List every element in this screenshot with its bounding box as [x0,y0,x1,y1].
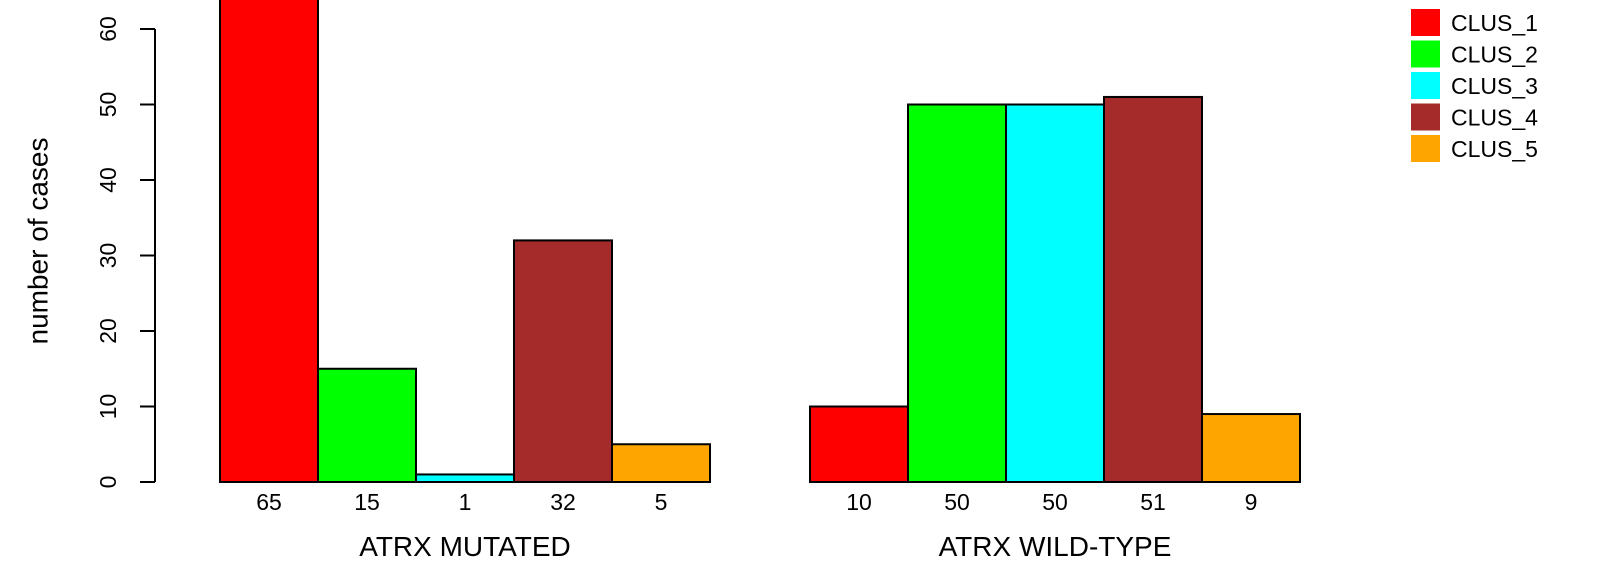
bar-group: 65 15 1 32 5 ATRX MUTATED [219,0,711,562]
y-axis-title: number of cases [23,138,54,345]
legend-label: CLUS_4 [1451,105,1538,131]
legend: CLUS_1 CLUS_2 CLUS_3 CLUS_4 CLUS_5 [1411,9,1538,162]
legend-item: CLUS_5 [1411,135,1538,162]
legend-swatch [1411,135,1440,162]
bar [611,443,711,483]
legend-swatch [1411,103,1440,131]
legend-swatch [1411,72,1440,99]
bar-value-label: 9 [1245,489,1258,515]
legend-item: CLUS_4 [1411,103,1538,131]
bar [1005,103,1105,483]
legend-label: CLUS_3 [1451,73,1538,99]
bars-layer: 65 15 1 32 5 ATRX MUTATED 10 50 50 51 9 ATRX WILD-T… [219,0,1301,562]
group-label: ATRX WILD-TYPE [939,531,1172,562]
bar-value-label: 5 [655,489,668,515]
bar [317,367,417,483]
group-label: ATRX MUTATED [359,531,571,562]
bar [1201,413,1301,483]
legend-item: CLUS_2 [1411,40,1538,68]
legend-item: CLUS_3 [1411,72,1538,99]
legend-swatch [1411,40,1440,68]
bar-value-label: 50 [1042,489,1068,515]
y-tick-label: 10 [95,394,121,420]
bar [907,103,1007,483]
y-tick-label: 50 [95,92,121,118]
bar-value-label: 10 [846,489,872,515]
bar-value-label: 32 [550,489,576,515]
bar [513,239,613,483]
bar [219,0,319,483]
legend-label: CLUS_2 [1451,42,1538,68]
y-tick-label: 40 [95,167,121,193]
bar [809,405,909,483]
bar-value-label: 51 [1140,489,1166,515]
bar-value-label: 15 [354,489,380,515]
legend-label: CLUS_1 [1451,10,1538,36]
bar-value-label: 1 [459,489,472,515]
y-tick-label: 60 [95,16,121,42]
y-axis: 0 10 20 30 40 50 60 [95,16,156,489]
bar-group: 10 50 50 51 9 ATRX WILD-TYPE [809,95,1301,562]
y-tick-label: 30 [95,243,121,269]
y-tick-label: 20 [95,318,121,344]
bar [415,473,515,484]
y-tick-label: 0 [95,476,121,489]
legend-label: CLUS_5 [1451,136,1538,162]
bar [1103,95,1203,483]
bar-value-label: 65 [256,489,282,515]
legend-swatch [1411,9,1440,36]
legend-item: CLUS_1 [1411,9,1538,36]
bar-value-label: 50 [944,489,970,515]
